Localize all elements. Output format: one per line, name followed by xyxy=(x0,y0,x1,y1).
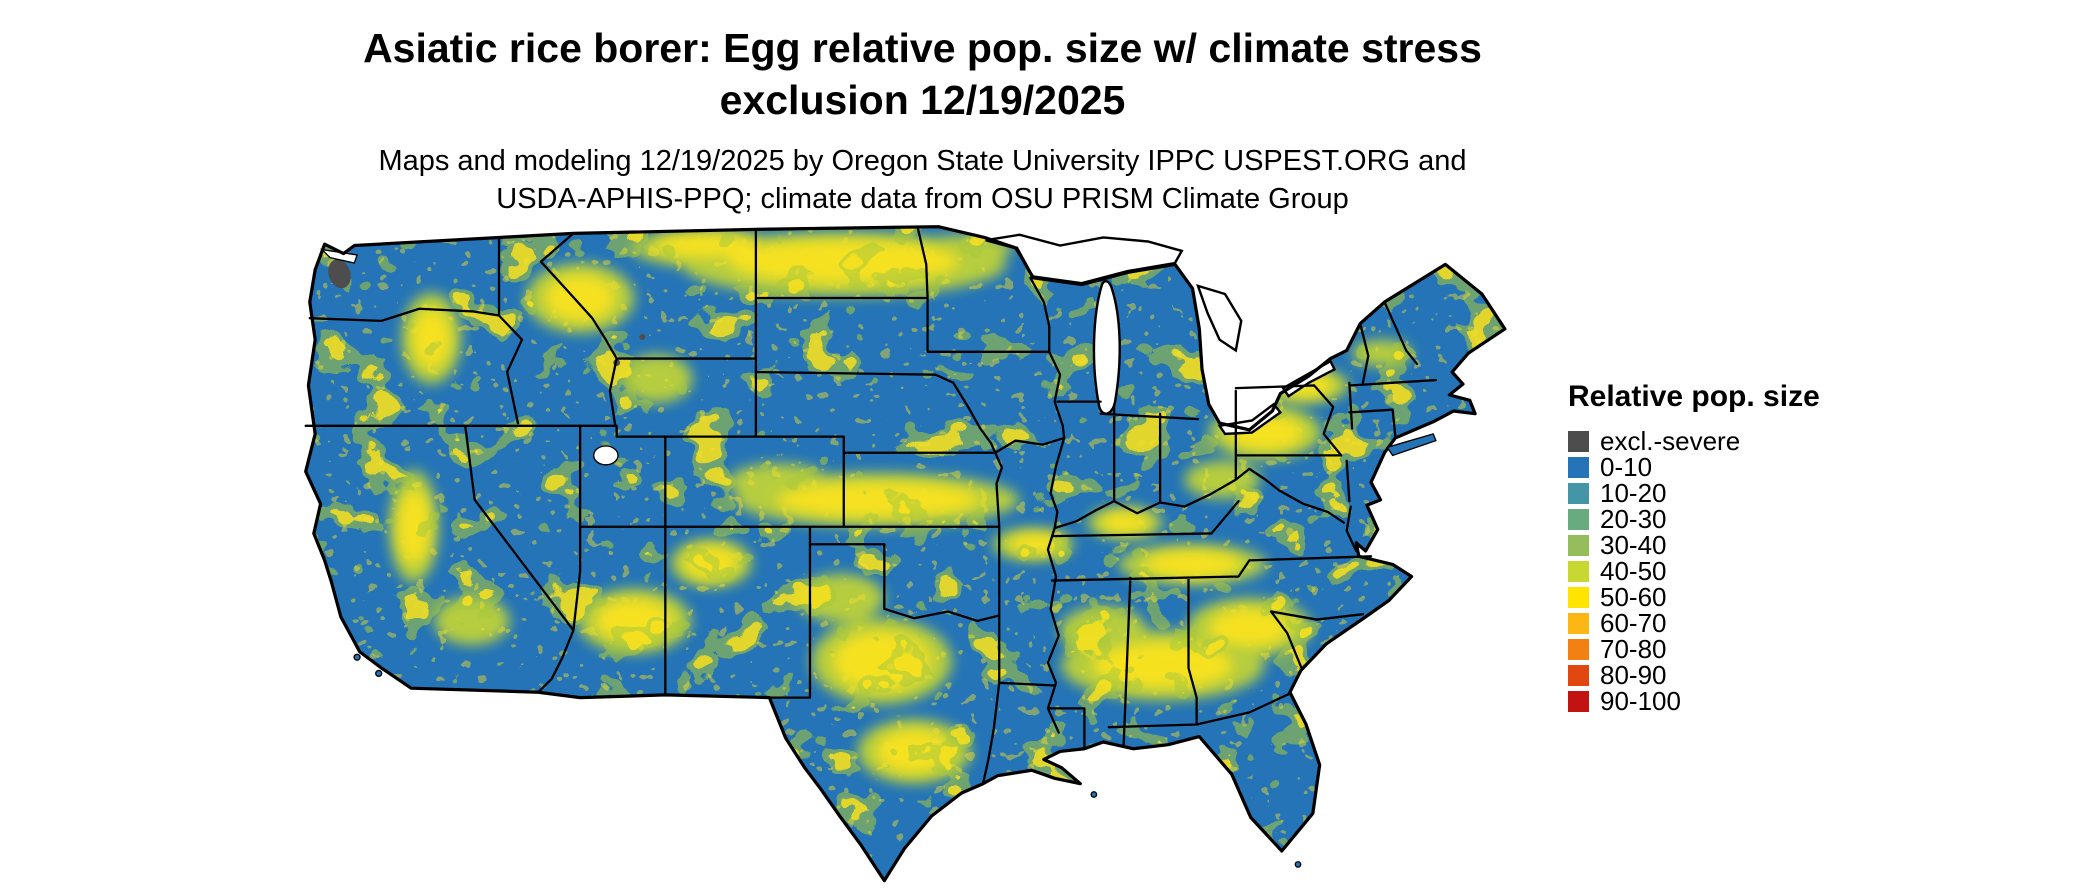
legend-entry: 70-80 xyxy=(1568,636,1820,662)
legend-swatch xyxy=(1568,664,1589,686)
legend-swatch xyxy=(1568,586,1589,608)
legend-entry: 0-10 xyxy=(1568,454,1820,480)
us-outline xyxy=(304,225,1507,883)
legend-entry: 20-30 xyxy=(1568,506,1820,532)
legend-label: 30-40 xyxy=(1600,530,1667,560)
legend-entry: 90-100 xyxy=(1568,688,1820,714)
state-borders xyxy=(304,228,1438,785)
legend-swatch xyxy=(1568,638,1589,660)
legend-label: 70-80 xyxy=(1600,634,1667,664)
us-map xyxy=(303,224,1540,890)
legend-label: 20-30 xyxy=(1600,504,1667,534)
legend-swatch xyxy=(1568,430,1589,452)
legend-label: 10-20 xyxy=(1600,478,1667,508)
legend: Relative pop. size excl.-severe 0-10 10-20… xyxy=(1568,380,1820,714)
legend-swatch xyxy=(1568,508,1589,530)
legend-entry: excl.-severe xyxy=(1568,428,1820,454)
legend-swatch xyxy=(1568,456,1589,478)
figure-header: Asiatic rice borer: Egg relative pop. si… xyxy=(0,22,1845,218)
title-line1: Asiatic rice borer: Egg relative pop. si… xyxy=(363,25,1482,71)
lake-michigan xyxy=(1092,280,1121,415)
legend-label: 0-10 xyxy=(1600,452,1653,482)
subtitle-line2: USDA-APHIS-PPQ; climate data from OSU PR… xyxy=(496,182,1349,215)
legend-entry: 50-60 xyxy=(1568,584,1820,610)
lake-huron xyxy=(1196,284,1243,353)
legend-swatch xyxy=(1568,690,1589,712)
legend-label: excl.-severe xyxy=(1600,426,1741,456)
great-salt-lake xyxy=(592,445,619,466)
legend-entry: 80-90 xyxy=(1568,662,1820,688)
legend-label: 50-60 xyxy=(1600,582,1667,612)
title-line2: exclusion 12/19/2025 xyxy=(719,77,1126,124)
figure-subtitle: Maps and modeling 12/19/2025 by Oregon S… xyxy=(0,143,1845,218)
legend-swatch xyxy=(1568,534,1589,556)
legend-entry: 30-40 xyxy=(1568,532,1820,558)
figure-title: Asiatic rice borer: Egg relative pop. si… xyxy=(0,22,1845,127)
long-island xyxy=(1386,433,1437,457)
legend-label: 40-50 xyxy=(1600,556,1667,586)
legend-label: 90-100 xyxy=(1600,686,1681,716)
legend-label: 60-70 xyxy=(1600,608,1667,638)
us-map-svg xyxy=(304,225,1507,883)
legend-label: 80-90 xyxy=(1600,660,1667,690)
legend-entry: 40-50 xyxy=(1568,558,1820,584)
legend-entry: 60-70 xyxy=(1568,610,1820,636)
legend-swatch xyxy=(1568,482,1589,504)
legend-entry: 10-20 xyxy=(1568,480,1820,506)
legend-swatch xyxy=(1568,560,1589,582)
legend-swatch xyxy=(1568,612,1589,634)
legend-entries: excl.-severe 0-10 10-20 20-30 30-40 40-50 50-6… xyxy=(1568,428,1820,714)
coastal-islands xyxy=(353,433,1437,868)
legend-title: Relative pop. size xyxy=(1568,380,1820,413)
subtitle-line1: Maps and modeling 12/19/2025 by Oregon S… xyxy=(378,144,1467,177)
